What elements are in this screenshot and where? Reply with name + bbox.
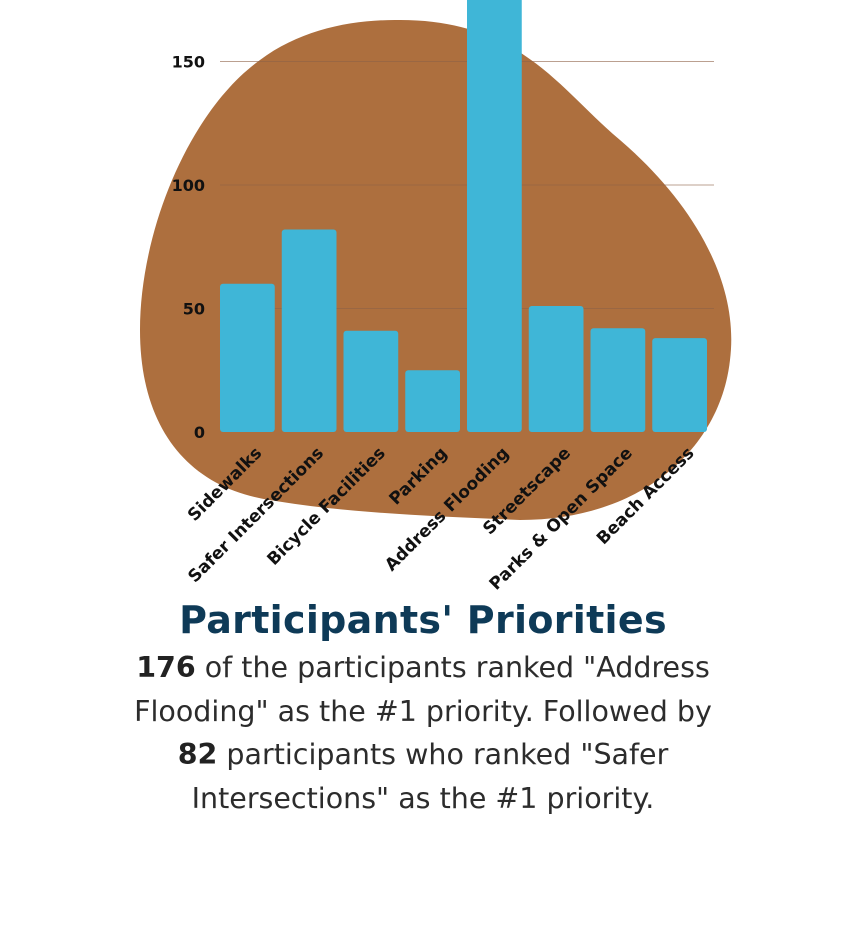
y-tick-label: 0 [194, 423, 205, 442]
caption-text: 176 of the participants ranked "Address … [123, 646, 723, 820]
bar-address-flooding [467, 0, 522, 432]
bar-parking [405, 370, 460, 432]
bar-parks-open-space [590, 328, 646, 432]
highlight-number-82: 82 [177, 738, 218, 771]
y-tick-label: 150 [172, 53, 205, 72]
highlight-number-176: 176 [136, 651, 196, 684]
caption-text-part-1: of the participants ranked "Address Floo… [134, 651, 712, 728]
y-tick-label: 100 [172, 176, 205, 195]
bar-streetscape [528, 306, 584, 432]
chart-title: Participants' Priorities [179, 598, 667, 642]
caption-text-part-2: participants who ranked "Safer Intersect… [191, 738, 669, 815]
bar-sidewalks [220, 283, 275, 432]
bars [220, 0, 707, 432]
y-axis-ticks: 0 50 100 150 [172, 53, 205, 443]
bar-safer-intersections [281, 229, 337, 432]
bar-beach-access [652, 338, 707, 432]
caption: Participants' Priorities 176 of the part… [123, 598, 723, 820]
bar-bicycle-facilities [343, 330, 399, 432]
y-tick-label: 50 [183, 300, 205, 319]
